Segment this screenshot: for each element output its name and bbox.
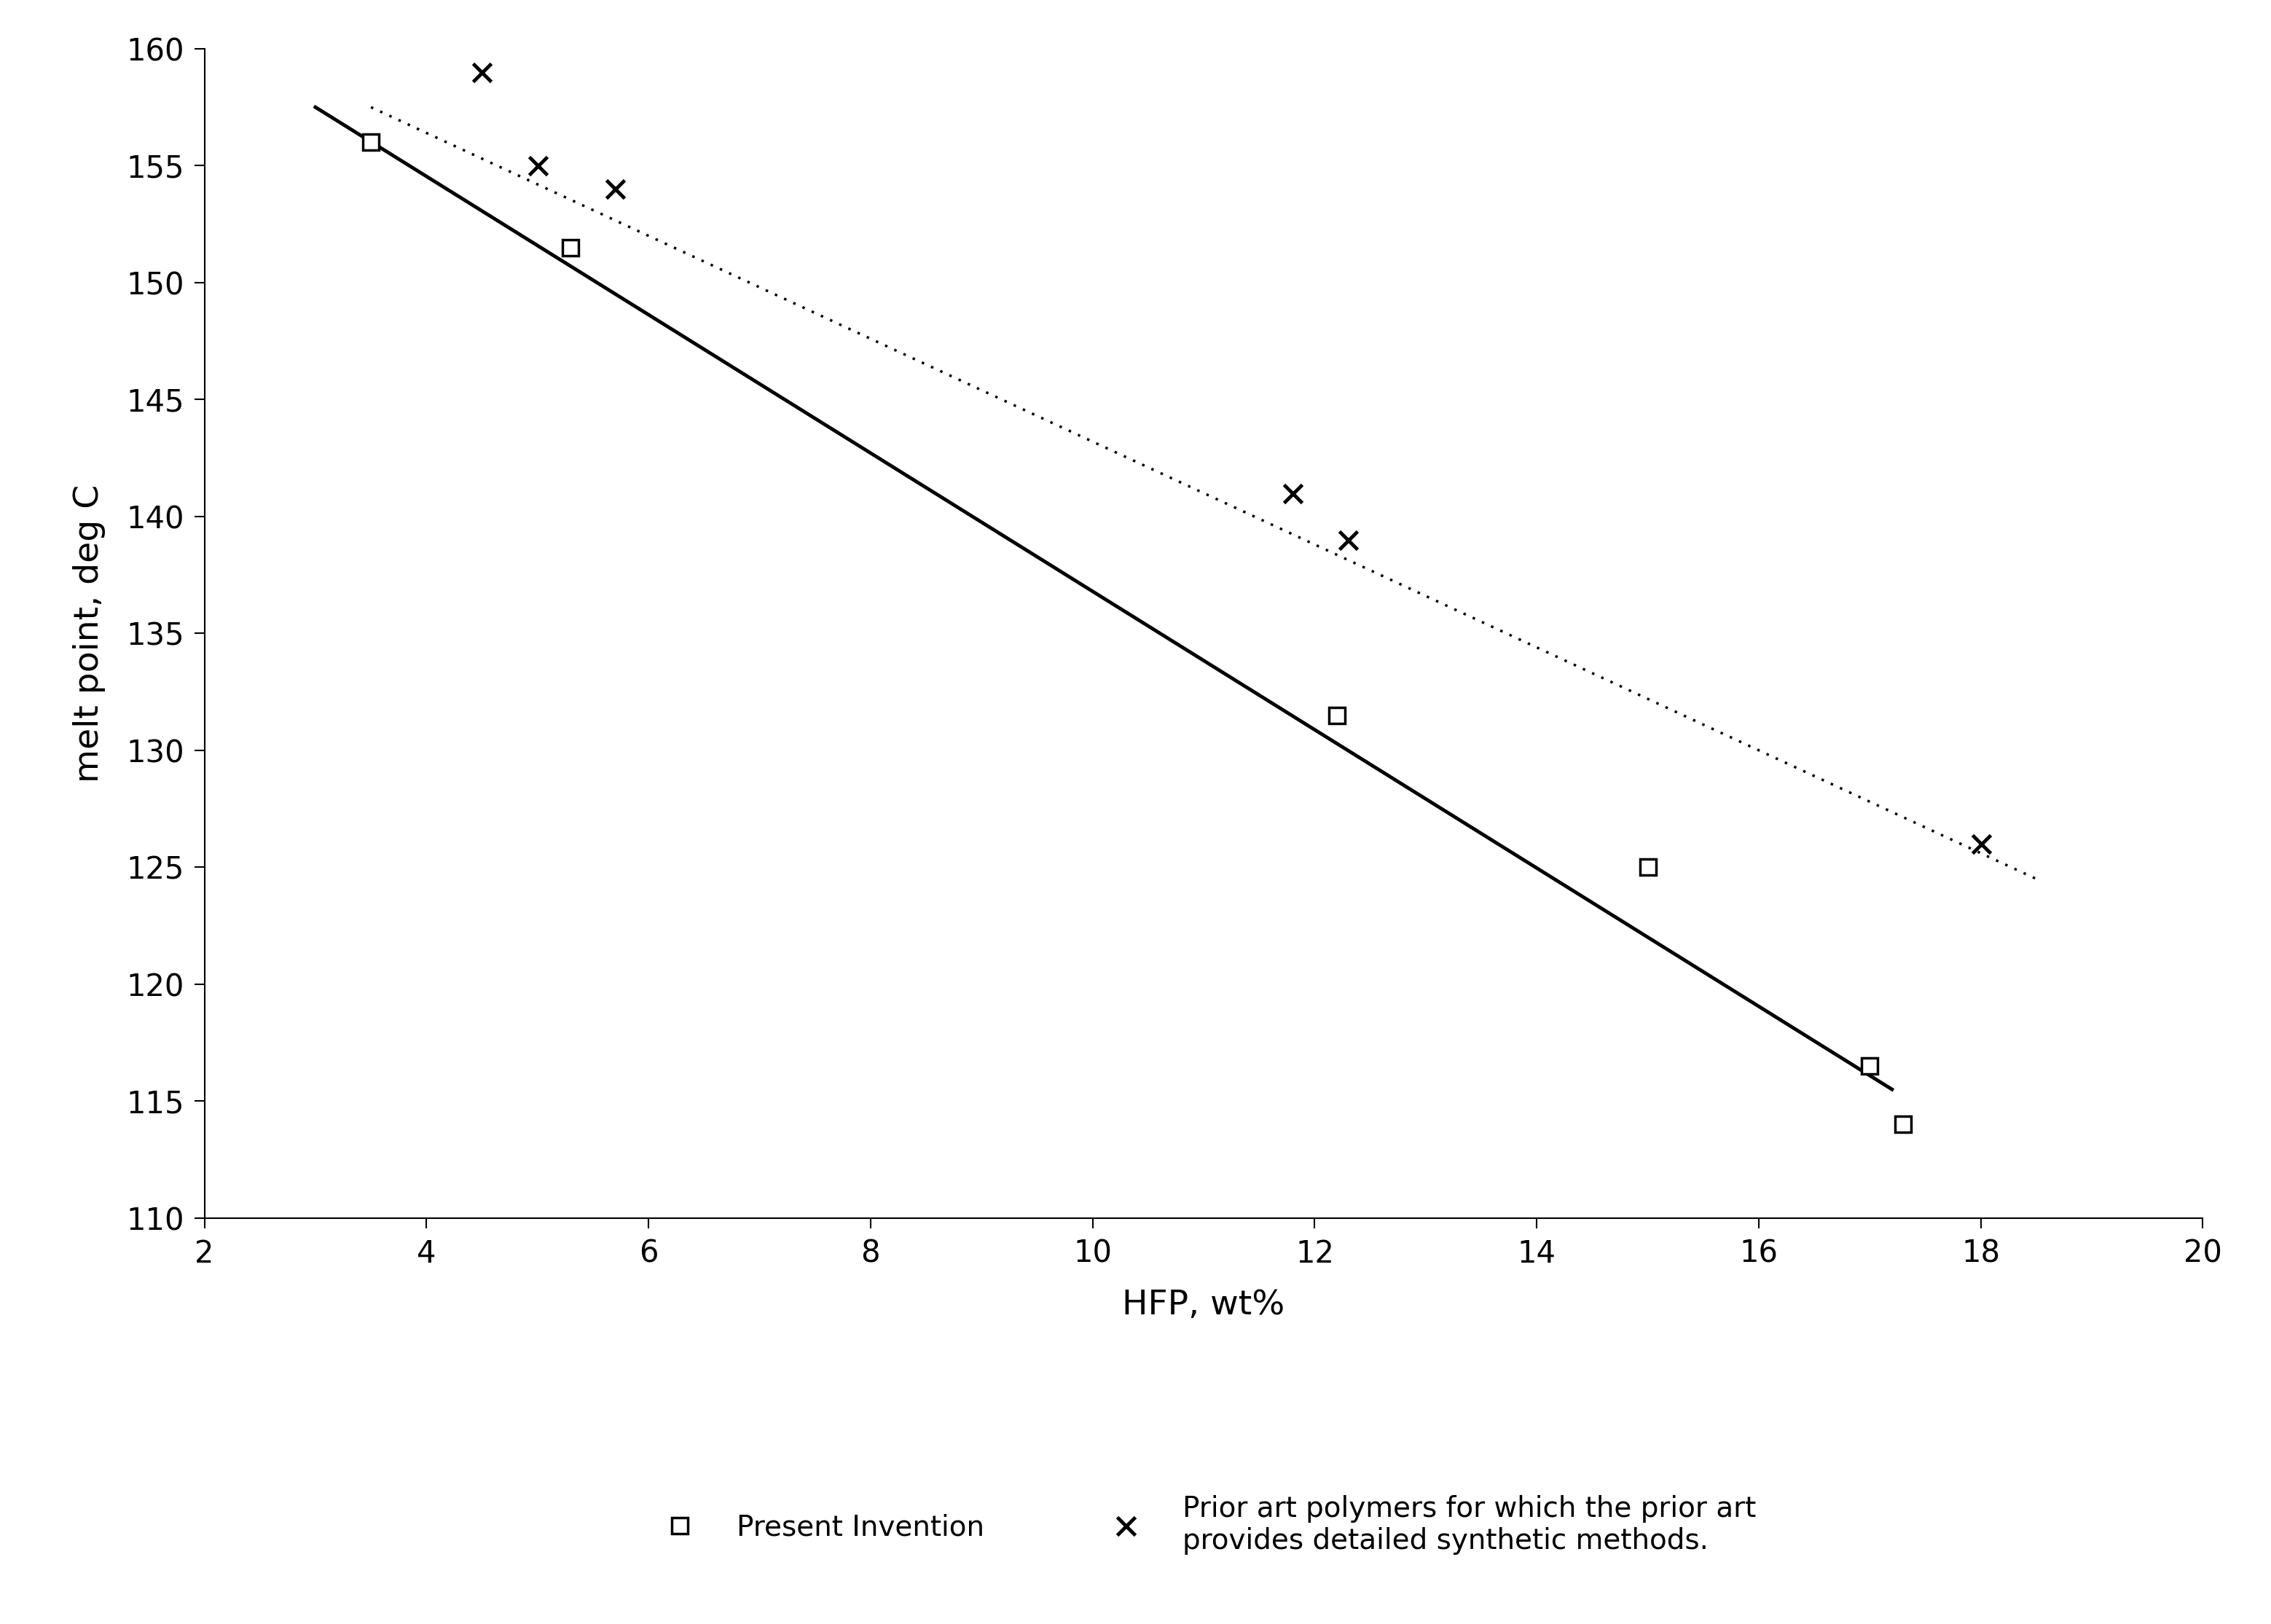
Legend: Present Invention, Prior art polymers for which the prior art
provides detailed : Present Invention, Prior art polymers fo…: [652, 1494, 1755, 1554]
Y-axis label: melt point, deg C: melt point, deg C: [73, 484, 107, 783]
X-axis label: HFP, wt%: HFP, wt%: [1122, 1289, 1285, 1322]
